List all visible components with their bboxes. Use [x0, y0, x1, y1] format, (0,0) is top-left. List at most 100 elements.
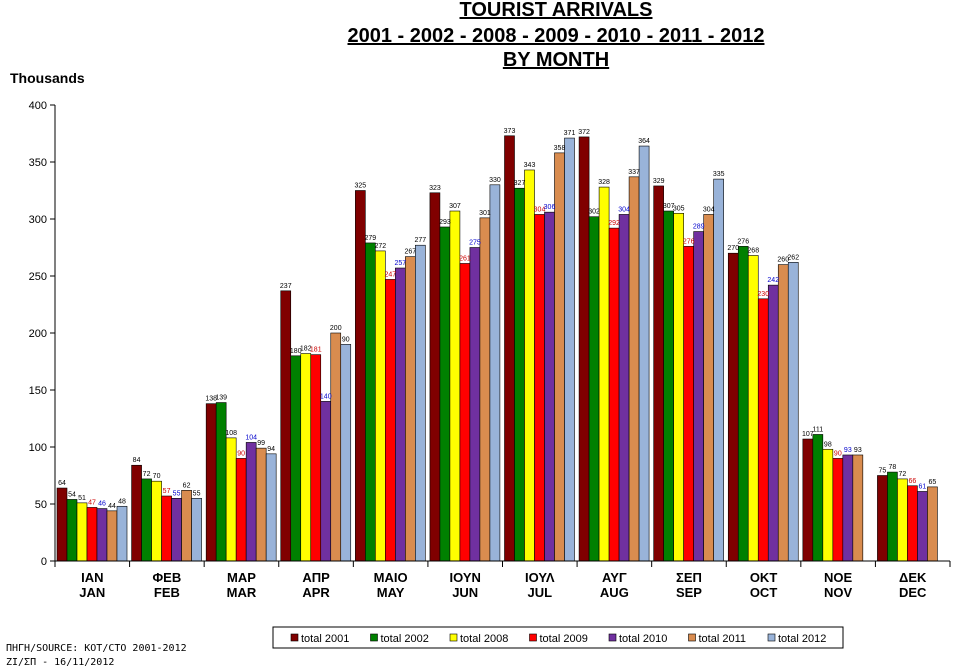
- data-label: 304: [703, 206, 715, 213]
- data-label: 108: [225, 430, 237, 437]
- data-label: 373: [504, 128, 516, 135]
- data-label: 48: [118, 498, 126, 505]
- data-label: 138: [205, 396, 217, 403]
- x-category-english: JUN: [452, 585, 478, 600]
- bar-jun-total-2009: [459, 263, 471, 562]
- bar-sep-total-2002: [663, 210, 674, 562]
- bar-mar-total-2009: [235, 458, 247, 562]
- data-label: 57: [163, 488, 171, 495]
- data-label: 66: [909, 478, 917, 485]
- bar-mar-total-2002: [215, 402, 227, 562]
- x-category-english: FEB: [154, 585, 180, 600]
- bar-jun-total-2011: [479, 217, 491, 562]
- data-label: 72: [143, 471, 151, 478]
- bar-mar-total-2011: [255, 447, 267, 562]
- bar-sep-total-2011: [703, 214, 714, 562]
- data-label: 272: [374, 243, 386, 250]
- data-label: 78: [889, 464, 897, 471]
- y-tick-label: 50: [35, 499, 47, 511]
- bar-jul-total-2010: [544, 211, 555, 562]
- x-category-greek: ΙΟΥΝ: [449, 570, 480, 585]
- y-tick-label: 0: [41, 556, 47, 568]
- data-label: 181: [310, 347, 322, 354]
- x-category-greek: ΙΟΥΛ: [525, 570, 555, 585]
- bar-apr-total-2008: [300, 353, 312, 562]
- data-label: 279: [364, 235, 376, 242]
- bar-may-total-2011: [405, 256, 416, 562]
- data-label: 293: [439, 219, 451, 226]
- bar-jun-total-2010: [469, 247, 481, 562]
- bar-sep-total-2001: [653, 185, 664, 562]
- legend-entry-label: total 2012: [778, 633, 826, 645]
- x-category-greek: ΜΑΙΟ: [374, 570, 408, 585]
- legend-swatch: [688, 633, 696, 642]
- bar-oct-total-2008: [747, 255, 759, 562]
- bar-mar-total-2010: [245, 442, 257, 562]
- data-label: 292: [608, 220, 620, 227]
- bar-aug-total-2012: [638, 145, 650, 562]
- x-category-greek: ΔΕΚ: [899, 570, 927, 585]
- bar-nov-total-2011: [852, 454, 864, 562]
- axes-layer: [54, 105, 951, 567]
- bar-jul-total-2001: [504, 135, 515, 562]
- data-label: 268: [747, 247, 759, 254]
- bar-dec-total-2010: [917, 491, 928, 562]
- legend-swatch: [529, 633, 537, 642]
- bar-sep-total-2012: [713, 178, 724, 562]
- x-category-english: JUL: [528, 585, 553, 600]
- data-label: 307: [663, 203, 675, 210]
- x-category-greek: ΣΕΠ: [676, 570, 702, 585]
- data-label: 65: [929, 479, 937, 486]
- legend-swatch: [449, 633, 458, 642]
- legend-entry-label: total 2011: [699, 633, 747, 645]
- data-label: 275: [469, 240, 481, 247]
- data-label: 90: [342, 336, 350, 343]
- data-label: 47: [88, 499, 96, 506]
- data-label: 335: [713, 171, 725, 178]
- bar-jan-total-2010: [96, 508, 108, 562]
- data-label: 55: [193, 490, 201, 497]
- y-tick-label: 350: [29, 157, 47, 169]
- bar-oct-total-2001: [727, 252, 739, 562]
- bar-aug-total-2002: [588, 216, 600, 562]
- bar-feb-total-2010: [171, 497, 182, 562]
- bar-sep-total-2009: [683, 246, 694, 562]
- data-label: 111: [813, 426, 824, 433]
- data-label: 306: [544, 204, 556, 211]
- legend: total 2001 total 2002 total 2008 total 2009…: [272, 626, 844, 649]
- data-label: 242: [767, 277, 779, 284]
- data-label: 46: [98, 501, 106, 508]
- data-label: 99: [257, 440, 265, 447]
- bar-nov-total-2008: [822, 448, 834, 562]
- bar-may-total-2012: [415, 244, 426, 562]
- y-axis-ticks: 0 50 100 150 200 250 300 350 400: [29, 100, 55, 568]
- legend-swatch: [370, 633, 378, 642]
- data-label: 330: [489, 177, 501, 184]
- data-label: 75: [879, 468, 887, 475]
- data-label: 70: [153, 473, 161, 480]
- bar-jun-total-2012: [489, 184, 501, 562]
- bar-may-total-2008: [375, 250, 386, 562]
- bar-mar-total-2008: [225, 437, 237, 562]
- bar-apr-total-2009: [310, 354, 322, 562]
- bar-dec-total-2011: [927, 486, 938, 562]
- bar-may-total-2002: [365, 242, 376, 562]
- bar-aug-total-2001: [578, 136, 590, 562]
- data-label: 51: [78, 495, 86, 502]
- data-label: 304: [618, 206, 630, 213]
- bar-nov-total-2009: [832, 458, 844, 562]
- data-label: 358: [554, 145, 566, 152]
- data-label: 200: [330, 325, 342, 332]
- x-category-english: JAN: [79, 585, 105, 600]
- data-label: 276: [683, 238, 695, 245]
- x-category-greek: ΙΑΝ: [81, 570, 103, 585]
- y-tick-label: 200: [29, 328, 47, 340]
- bar-jan-total-2011: [106, 510, 118, 562]
- bar-jun-total-2001: [429, 192, 441, 562]
- data-label: 261: [459, 255, 471, 262]
- source-note: ΠΗΓΗ/SOURCE: ΚΟΤ/CTO 2001-2012: [6, 643, 187, 654]
- bar-apr-total-2012: [340, 344, 352, 562]
- data-label: 325: [354, 183, 366, 190]
- bar-may-total-2009: [385, 279, 396, 562]
